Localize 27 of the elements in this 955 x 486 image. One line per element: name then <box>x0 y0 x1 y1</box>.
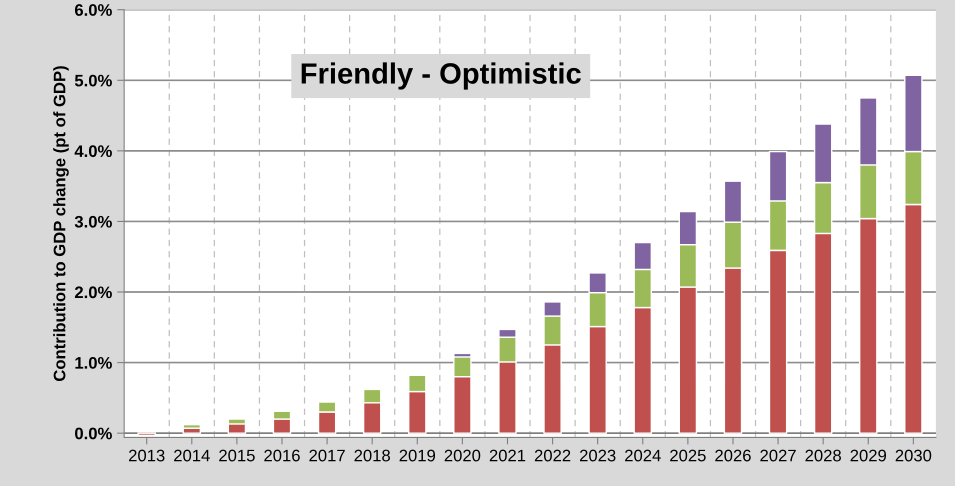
x-tick-label: 2016 <box>264 450 300 462</box>
x-tick-label: 2017 <box>309 450 345 462</box>
x-tick-label: 2014 <box>174 450 210 462</box>
y-tick-label: 3.0% <box>74 216 112 228</box>
x-tick-label: 2030 <box>896 450 932 462</box>
x-tick-label: 2022 <box>534 450 570 462</box>
x-tick-label: 2021 <box>490 450 526 462</box>
y-axis-title: Contribution to GDP change (pt of GDP) <box>53 66 69 382</box>
x-tick-label: 2015 <box>219 450 255 462</box>
x-tick-label: 2025 <box>670 450 706 462</box>
x-tick-label: 2026 <box>715 450 751 462</box>
y-tick-label: 0.0% <box>75 428 112 440</box>
x-tick-label: 2013 <box>129 450 165 462</box>
x-tick-label: 2024 <box>625 450 661 462</box>
x-tick-label: 2027 <box>760 450 796 462</box>
x-tick-label: 2029 <box>850 450 886 462</box>
x-tick-label: 2023 <box>580 450 616 462</box>
y-tick-label: 6.0% <box>74 4 112 16</box>
x-tick-label: 2028 <box>805 450 841 462</box>
y-tick-label: 1.0% <box>75 356 112 369</box>
text: Friendly - Optimistic <box>302 62 581 90</box>
x-tick-label: 2018 <box>354 450 390 462</box>
y-tick-label: 5.0% <box>74 74 112 86</box>
x-tick-label: 2019 <box>400 450 436 462</box>
y-tick-label: 4.0% <box>74 145 112 158</box>
y-tick-label: 2.0% <box>74 286 112 298</box>
x-tick-label: 2020 <box>444 450 480 462</box>
